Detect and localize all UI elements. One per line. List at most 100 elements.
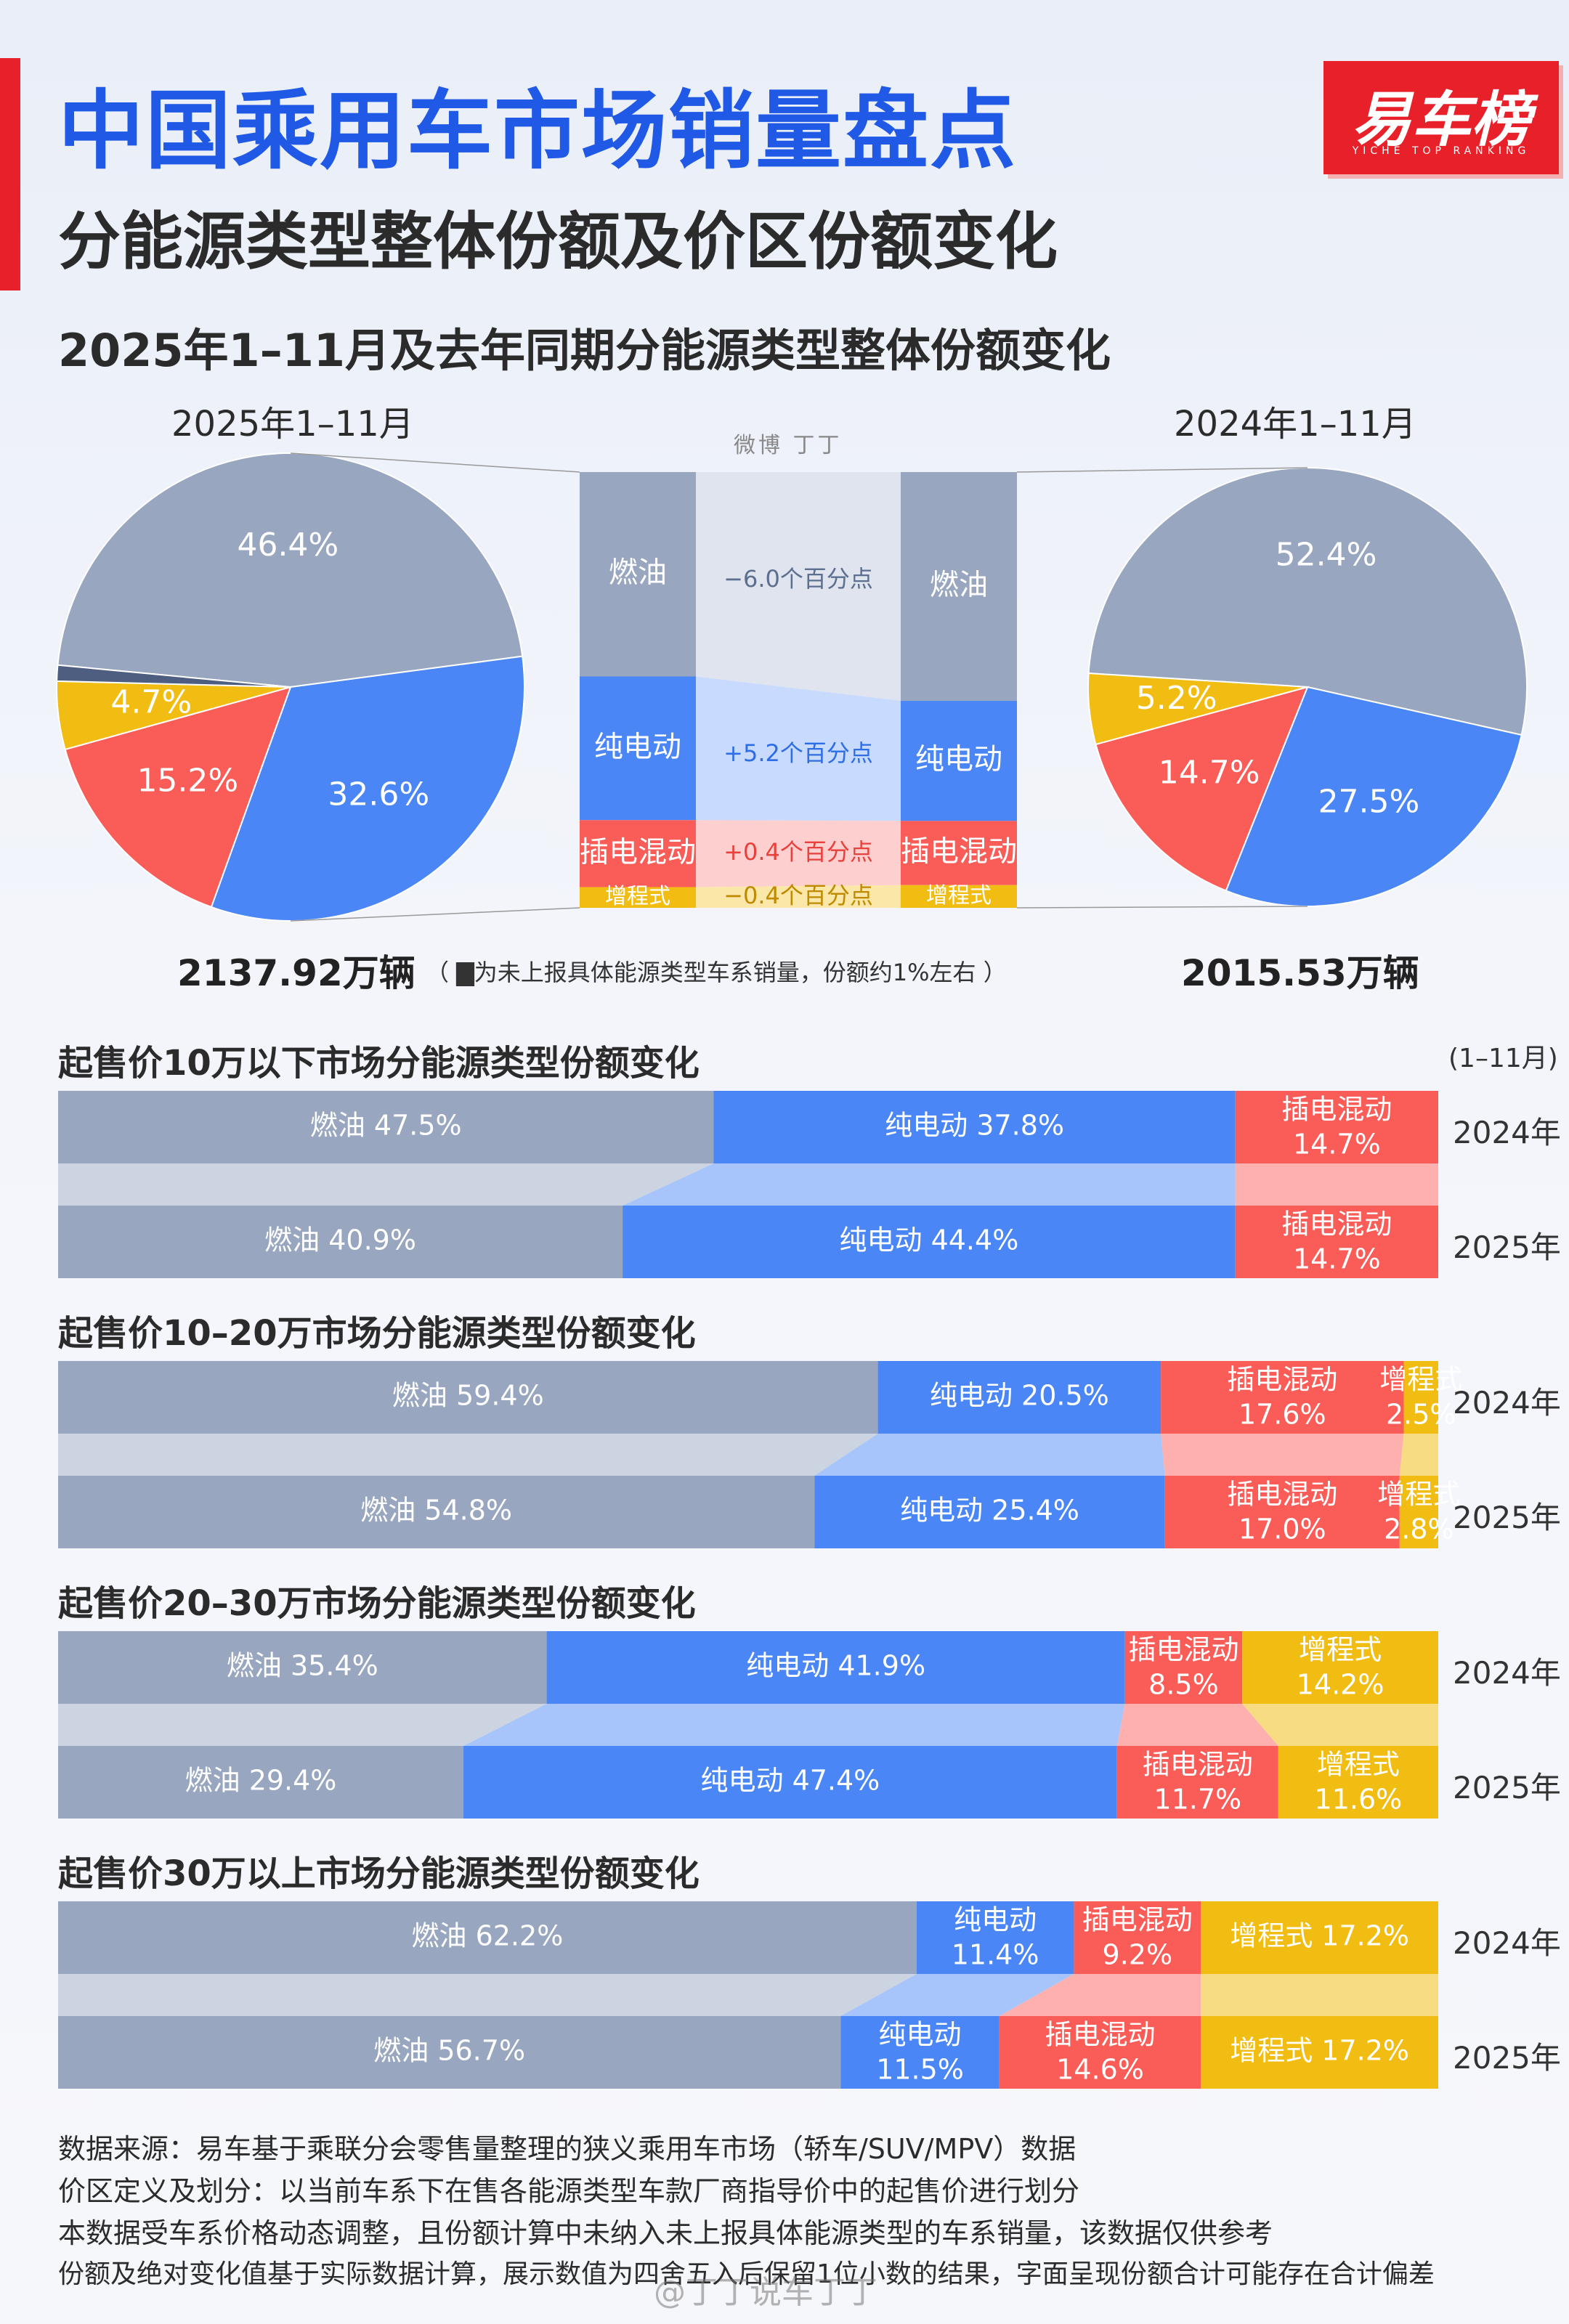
segment-label: 增程式 xyxy=(1299,1634,1382,1666)
segment-label: 纯电动 xyxy=(954,1904,1037,1936)
transition-band xyxy=(58,1704,547,1746)
pie-2024-slice-label: 5.2% xyxy=(1136,680,1217,717)
year-label: 2024年 xyxy=(1453,1655,1561,1691)
segment-label: 燃油 29.4% xyxy=(185,1765,337,1797)
segment-value: 14.6% xyxy=(1056,2054,1144,2086)
price-band-segment xyxy=(546,1631,1125,1704)
segment-value: 11.5% xyxy=(876,2054,964,2086)
transition-band xyxy=(58,1434,878,1476)
segment-label: 插电混动 xyxy=(1143,1749,1253,1781)
transition-band xyxy=(463,1704,1125,1746)
segment-label: 燃油 56.7% xyxy=(373,2035,525,2067)
price-band-segment xyxy=(58,1746,464,1819)
unit-label: (1–11月) xyxy=(1448,1044,1558,1073)
price-band-segment xyxy=(58,1091,714,1163)
pie-2025-slice xyxy=(64,686,292,909)
pie-2024-slice-label: 14.7% xyxy=(1159,754,1260,791)
bridge-2024-label: 纯电动 xyxy=(915,743,1002,776)
pie-2025-slice-label: 46.4% xyxy=(237,527,338,564)
pie-2025-slice xyxy=(57,452,524,688)
transition-band xyxy=(58,1974,917,2016)
transition-band xyxy=(58,1163,714,1206)
pie-2024-slice xyxy=(1087,467,1528,736)
segment-value: 9.2% xyxy=(1103,1939,1173,1971)
transition-band xyxy=(1116,1704,1278,1746)
footer-line: 份额及绝对变化值基于实际数据计算，展示数值为四舍五入后保留1位小数的结果，字面呈… xyxy=(58,2259,1435,2289)
bridge-change-label: −6.0个百分点 xyxy=(723,565,873,593)
price-band-segment xyxy=(58,2016,841,2089)
year-label: 2024年 xyxy=(1453,1385,1561,1421)
transition-band xyxy=(1201,1974,1438,2016)
watermark-top: 微博 丁丁 xyxy=(734,433,843,458)
price-band-segment xyxy=(1161,1361,1404,1434)
transition-band xyxy=(1235,1163,1438,1206)
segment-label: 纯电动 41.9% xyxy=(746,1650,925,1682)
price-band-segment xyxy=(1201,1901,1438,1974)
pie-2025-slice-label: 32.6% xyxy=(328,776,429,813)
segment-label: 纯电动 xyxy=(879,2019,962,2051)
bridge-2024-bar xyxy=(901,821,1017,885)
year-label: 2025年 xyxy=(1453,1500,1561,1535)
total-2025: 2137.92万辆 xyxy=(177,952,415,994)
segment-label: 插电混动 xyxy=(1082,1904,1193,1936)
section-title: 2025年1–11月及去年同期分能源类型整体份额变化 xyxy=(58,324,1111,377)
bridge-2025-bar xyxy=(580,820,696,887)
price-band-segment xyxy=(713,1091,1236,1163)
segment-value: 17.6% xyxy=(1238,1399,1326,1431)
transition-band xyxy=(623,1163,1236,1206)
price-band-segment xyxy=(58,1631,547,1704)
pie-2025-slice-label: 15.2% xyxy=(137,762,238,799)
bridge-2025-label: 燃油 xyxy=(609,556,667,590)
pie-2024-slice-label: 52.4% xyxy=(1276,537,1377,574)
segment-label: 燃油 47.5% xyxy=(310,1110,462,1142)
bridge-2025-bar xyxy=(580,887,696,908)
transition-band xyxy=(1242,1704,1438,1746)
transition-band xyxy=(1161,1434,1404,1476)
pie-2025-period: 2025年1–11月 xyxy=(171,404,414,444)
bridge-2024-label: 插电混动 xyxy=(901,835,1017,869)
price-band-title: 起售价10万以下市场分能源类型份额变化 xyxy=(58,1043,700,1084)
segment-label: 纯电动 47.4% xyxy=(700,1765,880,1797)
pie-2024-slice xyxy=(1087,672,1308,746)
price-band-segment xyxy=(623,1206,1236,1278)
price-band-segment xyxy=(1124,1631,1243,1704)
connector-line xyxy=(290,907,580,922)
footer-line: 数据来源：易车基于乘联分会零售量整理的狭义乘用车市场（轿车/SUV/MPV）数据 xyxy=(58,2133,1077,2165)
bridge-2024-bar xyxy=(901,885,1017,908)
price-band-segment xyxy=(1235,1206,1438,1278)
year-label: 2025年 xyxy=(1453,1770,1561,1805)
price-band-title: 起售价30万以上市场分能源类型份额变化 xyxy=(58,1853,700,1894)
segment-value: 2.5% xyxy=(1386,1399,1456,1431)
total-2024: 2015.53万辆 xyxy=(1181,952,1419,994)
segment-label: 增程式 xyxy=(1317,1749,1400,1781)
segment-label: 增程式 17.2% xyxy=(1230,2035,1409,2067)
segment-value: 11.6% xyxy=(1315,1784,1403,1816)
segment-value: 8.5% xyxy=(1148,1669,1219,1701)
segment-label: 插电混动 xyxy=(1281,1094,1392,1126)
unreported-note: （ ▇为未上报具体能源类型车系销量，份额约1%左右 ） xyxy=(426,954,1007,988)
connector-line xyxy=(290,452,580,473)
connector-line xyxy=(1016,906,1308,909)
pie-2024-slice-label: 27.5% xyxy=(1318,783,1420,820)
bridge-change-band xyxy=(696,885,901,908)
price-band-segment xyxy=(1235,1091,1438,1163)
segment-label: 纯电动 20.5% xyxy=(930,1380,1109,1412)
segment-label: 插电混动 xyxy=(1227,1479,1337,1511)
segment-value: 14.2% xyxy=(1297,1669,1384,1701)
price-band-segment xyxy=(1399,1476,1438,1548)
segment-label: 插电混动 xyxy=(1227,1364,1337,1396)
price-band-title: 起售价10–20万市场分能源类型份额变化 xyxy=(58,1313,696,1354)
watermark-bottom: @丁丁说车丁丁 xyxy=(654,2274,877,2311)
bridge-change-band xyxy=(696,820,901,887)
segment-value: 17.0% xyxy=(1238,1514,1326,1545)
price-band-segment xyxy=(58,1901,917,1974)
year-label: 2025年 xyxy=(1453,1230,1561,1265)
bridge-2024-label: 增程式 xyxy=(926,883,992,909)
segment-label: 燃油 35.4% xyxy=(227,1650,378,1682)
segment-label: 燃油 40.9% xyxy=(264,1224,416,1256)
pie-2024-period: 2024年1–11月 xyxy=(1174,404,1416,444)
note-text: （ ▇为未上报具体能源类型车系销量，份额约1%左右 ） xyxy=(426,959,1007,986)
bridge-2025-bar xyxy=(580,472,696,677)
segment-label: 燃油 59.4% xyxy=(392,1380,544,1412)
brand-logo: 易车榜 YICHE TOP RANKING xyxy=(1323,61,1559,174)
